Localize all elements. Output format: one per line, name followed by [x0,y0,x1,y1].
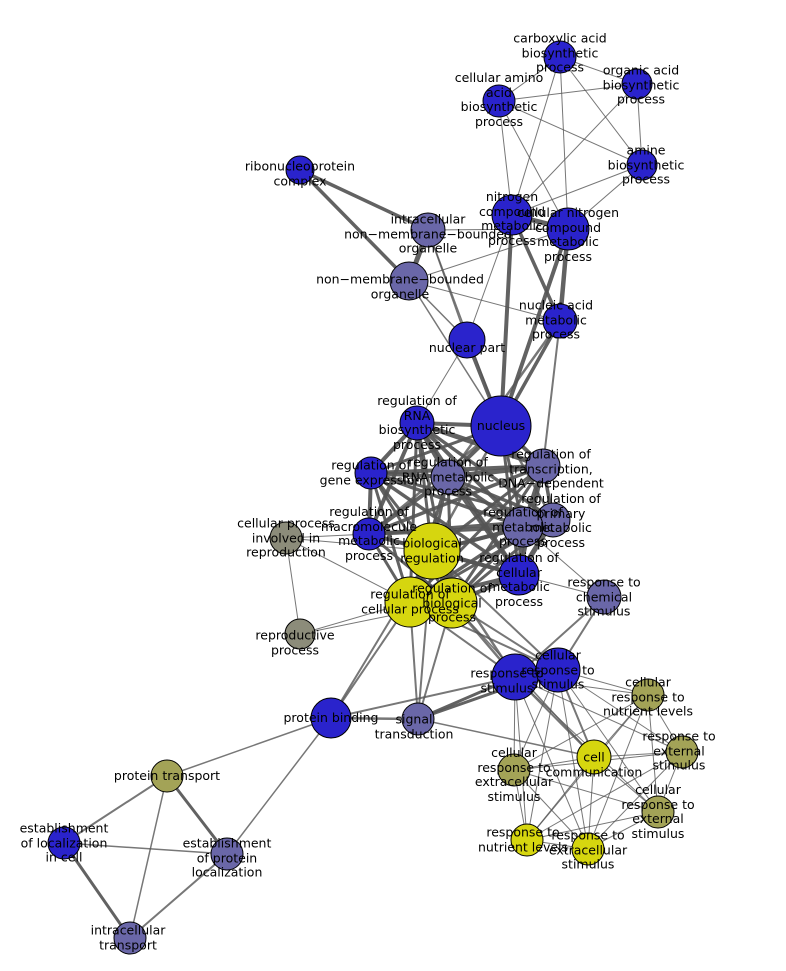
graph-edge [513,769,659,813]
graph-edge [526,811,659,841]
graph-node-amine-biosynthetic-process[interactable] [626,149,658,181]
graph-node-regulation-of-rna-metabolic-process[interactable] [430,459,466,495]
graph-node-response-to-chemical-stimulus[interactable] [586,579,622,615]
graph-edge [408,421,419,604]
graph-edge [499,213,514,428]
graph-edge [408,280,561,322]
graph-node-intracellular-non-membrane-bounded-organelle[interactable] [410,212,446,248]
graph-edge [526,669,559,841]
graph-node-regulation-of-cellular-metabolic-process[interactable] [498,554,540,596]
graph-node-response-to-nutrient-levels[interactable] [510,823,544,857]
graph-edge [129,853,228,939]
graph-node-cellular-amino-acid-biosynthetic-process[interactable] [482,84,516,118]
graph-edge [498,100,643,166]
graph-node-response-to-external-stimulus[interactable] [665,735,699,769]
graph-edge [129,775,168,939]
graph-node-carboxylic-acid-biosynthetic-process[interactable] [543,40,577,74]
graph-node-signal-transduction[interactable] [401,702,435,736]
graph-edge [166,717,332,777]
graph-edge [514,676,589,850]
graph-node-regulation-of-transcription-dna-dependent[interactable] [525,448,561,484]
graph-node-biological-regulation[interactable] [403,522,461,580]
nodes-layer [47,40,699,955]
graph-node-cell-communication[interactable] [576,739,612,775]
graph-node-reproductive-process[interactable] [284,618,316,650]
graph-node-regulation-of-biological-process[interactable] [426,577,478,629]
graph-edge [466,214,513,341]
graph-edge [63,775,168,844]
graph-edge [298,168,430,232]
graph-node-protein-transport[interactable] [150,759,184,793]
graph-edge [498,83,638,102]
graph-node-regulation-of-gene-expression[interactable] [354,456,388,490]
graph-edge [498,100,569,230]
graph-node-nitrogen-compound-metabolic-process[interactable] [491,194,533,236]
graph-edge [559,56,643,166]
graph-node-non-membrane-bounded-organelle[interactable] [389,261,429,301]
graph-edge [226,717,332,855]
graph-edge [587,751,683,850]
graph-edge [298,168,411,283]
graph-edge [367,464,545,536]
graph-node-cellular-response-to-nutrient-levels[interactable] [631,678,665,712]
graph-edge [63,842,228,855]
graph-node-cellular-nitrogen-compound-metabolic-process[interactable] [546,207,590,251]
graph-node-nucleus[interactable] [470,395,532,457]
graph-node-establishment-of-protein-localization[interactable] [210,837,244,871]
graph-edge [369,471,525,529]
graph-node-cellular-response-to-stimulus[interactable] [535,647,581,693]
graph-node-establishment-of-localization-in-cell[interactable] [47,826,81,860]
graph-node-intracellular-transport[interactable] [113,921,147,955]
graph-edge [511,164,643,216]
graph-node-nuclear-part[interactable] [448,321,486,359]
graph-node-response-to-stimulus[interactable] [491,653,539,701]
graph-edge [431,550,559,671]
graph-edge [514,676,683,753]
graph-edge [526,756,595,841]
edges-layer [62,56,683,940]
graph-edge [408,228,569,282]
graph-edge [542,320,561,467]
graph-node-organic-acid-biosynthetic-process[interactable] [621,68,653,100]
graph-edge [330,676,516,719]
graph-edge [417,718,595,758]
graph-node-nucleic-acid-metabolic-process[interactable] [542,303,578,339]
graph-node-cellular-response-to-external-stimulus[interactable] [641,795,675,829]
graph-node-regulation-of-rna-biosynthetic-process[interactable] [399,405,435,441]
graph-edge [511,83,638,216]
graph-node-response-to-extracellular-stimulus[interactable] [571,832,605,866]
graph-edge [513,694,649,771]
graph-edge [587,694,649,850]
graph-node-cellular-process-involved-in-reproduction[interactable] [269,521,303,555]
graph-edge [62,841,132,940]
graph-node-regulation-of-metabolic-process[interactable] [502,506,544,548]
graph-node-regulation-of-macromolecule-metabolic-process[interactable] [352,517,386,551]
graph-edge [557,669,589,850]
graph-node-cellular-response-to-extracellular-stimulus[interactable] [497,753,531,787]
graph-node-ribonucleoprotein-complex[interactable] [285,155,315,185]
graph-edge [513,769,589,850]
graph-edge [559,56,569,230]
graph-node-protein-binding[interactable] [310,697,352,739]
graph-edge [499,227,570,428]
graph-edge [511,56,561,216]
